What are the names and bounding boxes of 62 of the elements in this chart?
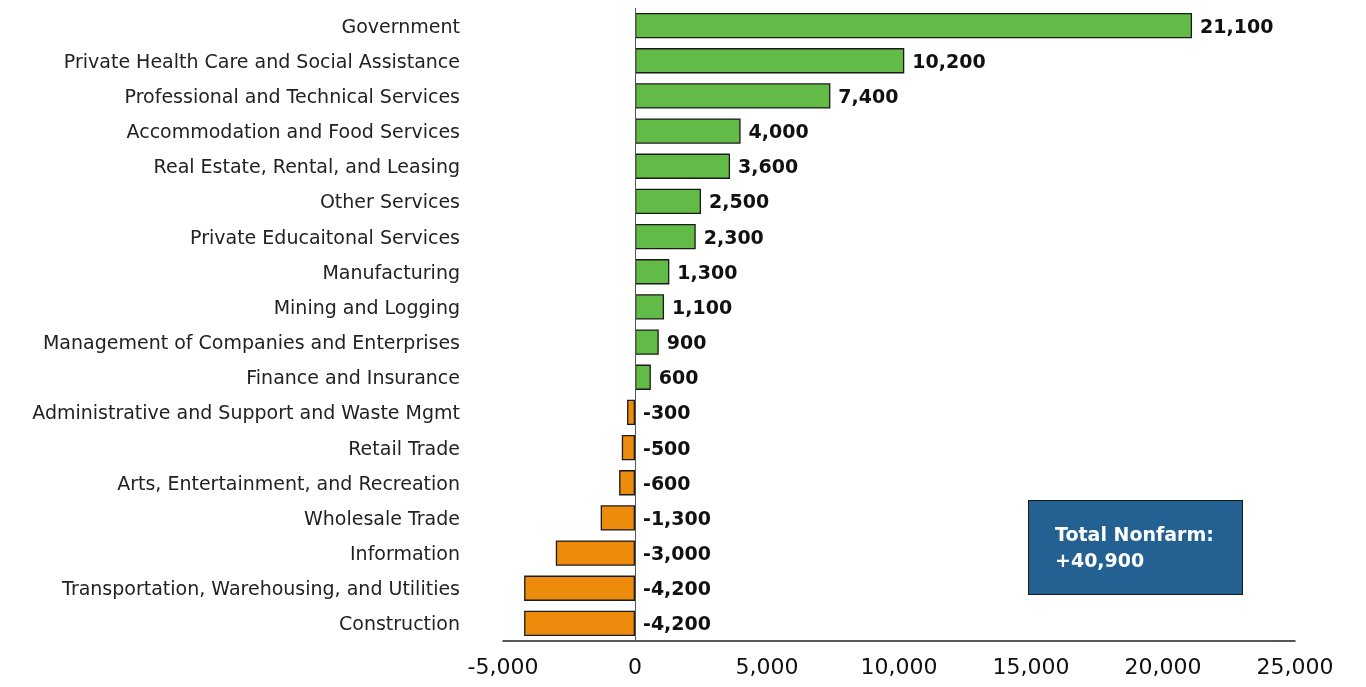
bar — [635, 153, 731, 179]
data-label: -600 — [643, 471, 691, 494]
bar — [635, 83, 831, 109]
data-label: 10,200 — [912, 49, 986, 72]
y-tick-label: Private Educaitonal Services — [190, 225, 460, 248]
y-tick-label: Retail Trade — [348, 436, 460, 459]
bar — [635, 364, 651, 390]
bar — [627, 399, 635, 426]
x-tick-label: 5,000 — [735, 653, 799, 679]
data-label: 1,300 — [677, 260, 738, 283]
y-tick-label: Administrative and Support and Waste Mgmt — [32, 401, 460, 424]
y-tick-label: Private Health Care and Social Assistance — [63, 49, 460, 72]
y-tick-label: Wholesale Trade — [304, 506, 460, 529]
x-tick-label: 25,000 — [1256, 653, 1334, 679]
y-tick-label: Management of Companies and Enterprises — [42, 331, 460, 354]
data-label: 2,300 — [703, 225, 764, 248]
bar — [619, 470, 635, 496]
bar — [600, 505, 635, 531]
bar — [635, 294, 665, 320]
y-tick-label: Accommodation and Food Services — [126, 120, 460, 143]
data-label: 4,000 — [748, 120, 809, 143]
bar — [635, 259, 670, 285]
bar — [524, 610, 635, 637]
y-tick-label: Arts, Entertainment, and Recreation — [117, 471, 460, 494]
bar — [555, 540, 635, 566]
bar — [635, 48, 905, 74]
bar — [621, 434, 635, 461]
y-tick-label: Transportation, Warehousing, and Utilities — [61, 577, 460, 600]
data-label: -4,200 — [643, 577, 711, 600]
data-label: 2,500 — [709, 190, 770, 213]
x-tick-label: 15,000 — [992, 653, 1070, 679]
x-tick-label: 10,000 — [860, 653, 938, 679]
data-label: -3,000 — [643, 542, 711, 565]
y-tick-label: Manufacturing — [322, 260, 460, 283]
bar — [635, 329, 659, 355]
bar — [635, 223, 696, 250]
y-tick-label: Other Services — [319, 190, 460, 213]
data-label: 3,600 — [738, 155, 799, 178]
data-label: -300 — [643, 401, 691, 424]
data-label: 7,400 — [838, 84, 899, 107]
y-tick-label: Real Estate, Rental, and Leasing — [153, 155, 460, 178]
note-box: Total Nonfarm: +40,900 — [1028, 500, 1243, 595]
data-label: 1,100 — [672, 295, 733, 318]
bar — [635, 12, 1193, 39]
data-label: -4,200 — [643, 612, 711, 635]
y-tick-label: Information — [350, 542, 460, 565]
y-tick-label: Government — [341, 14, 460, 37]
data-label: 900 — [666, 331, 707, 354]
x-tick-label: -5,000 — [467, 653, 539, 679]
data-label: -500 — [643, 436, 691, 459]
y-tick-label: Mining and Logging — [273, 295, 460, 318]
bar — [635, 118, 741, 144]
bar — [635, 188, 701, 215]
data-label: -1,300 — [643, 506, 711, 529]
bar — [524, 575, 635, 601]
data-label: 600 — [658, 366, 699, 389]
x-tick-label: 20,000 — [1124, 653, 1202, 679]
x-tick-label: 0 — [628, 653, 642, 679]
y-tick-label: Construction — [339, 612, 460, 635]
y-tick-label: Finance and Insurance — [246, 366, 460, 389]
y-tick-label: Professional and Technical Services — [124, 84, 460, 107]
data-label: 21,100 — [1200, 14, 1274, 37]
